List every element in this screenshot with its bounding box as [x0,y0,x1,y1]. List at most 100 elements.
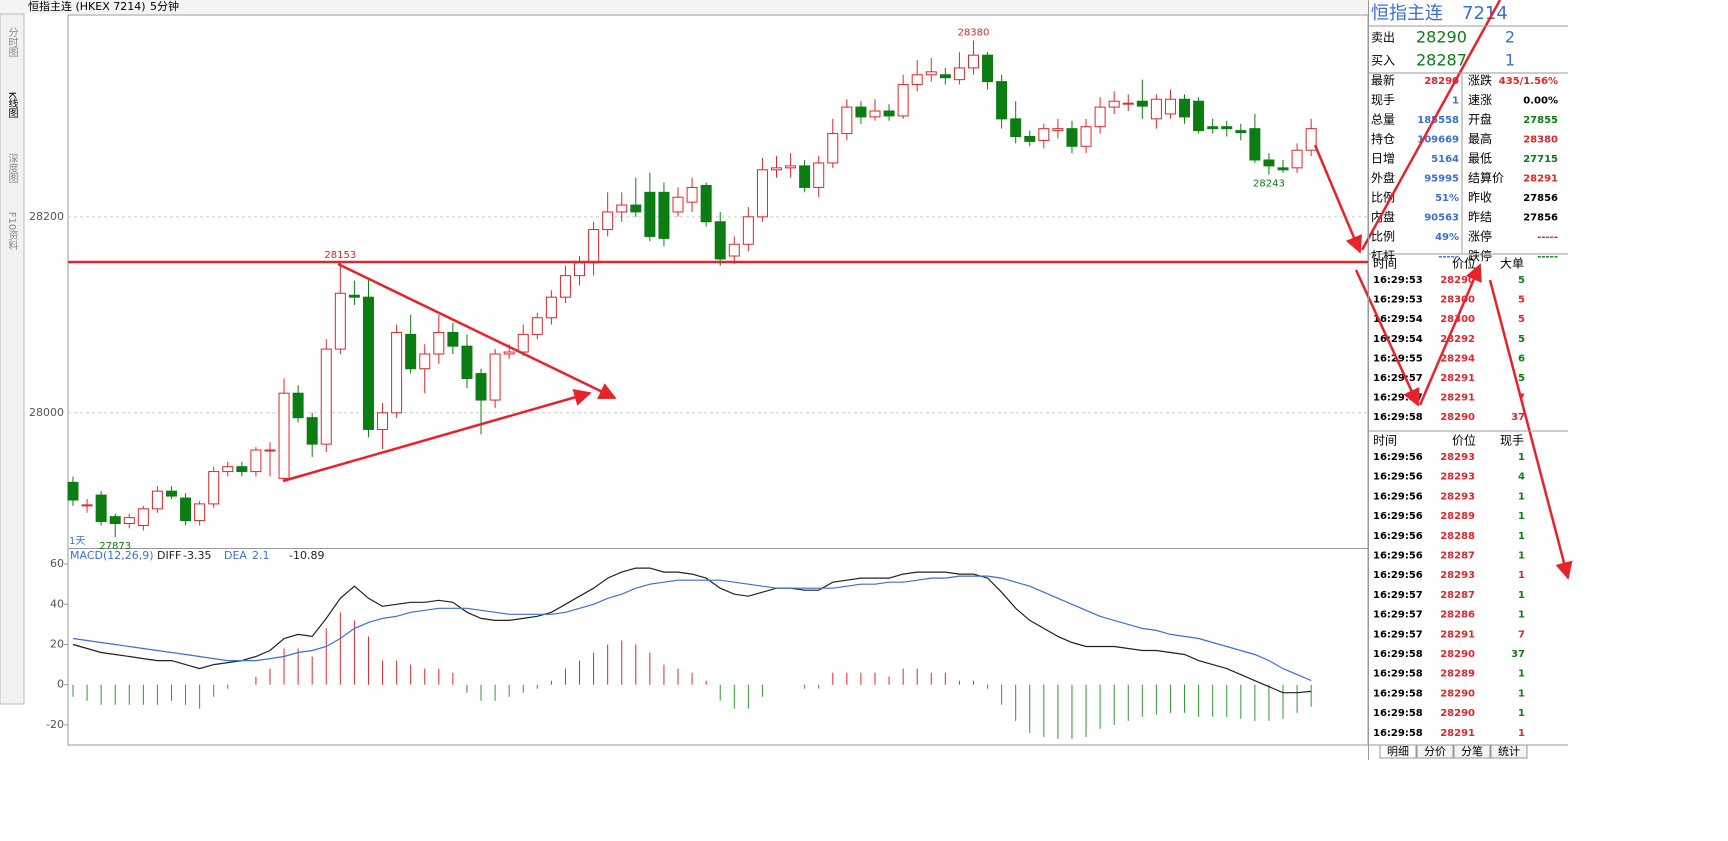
stat-label: 最低 [1468,152,1492,166]
stat-value: 27855 [1523,115,1558,126]
side-tab[interactable]: 深度图 [6,153,18,184]
trade-price: 28287 [1440,590,1475,601]
table-header: 时间 [1373,257,1397,271]
trade-price: 28293 [1440,452,1475,463]
trade-time: 16:29:58 [1373,669,1423,680]
dea-value: 2.1 [252,549,270,562]
ask-price: 28290 [1416,28,1467,47]
stat-value: 49% [1435,232,1459,243]
candle-body [362,296,374,430]
trade-size: 1 [1518,708,1525,719]
candle-body [1249,128,1261,161]
candle-body [939,74,951,79]
toolbar [0,0,1368,14]
stat-label: 速涨 [1468,92,1492,107]
y-tick-label: 20 [50,637,64,650]
candle-body [1052,128,1064,132]
candle-body [953,67,965,81]
candle-body [925,71,937,76]
low-label: 28243 [1253,179,1285,190]
candle-body [447,331,459,347]
trade-size: 37 [1511,412,1525,423]
trade-price: 28289 [1440,511,1475,522]
candle-body [771,167,782,171]
trade-time: 16:29:57 [1373,373,1423,384]
candle-body [588,229,600,264]
candle-body [405,333,417,370]
candle-body [320,348,332,445]
trade-size: 6 [1518,353,1525,364]
stat-value: 90563 [1424,213,1459,224]
trade-size: 5 [1518,314,1525,325]
candle-body [334,292,346,350]
trade-time: 16:29:58 [1373,708,1423,719]
trade-size: 5 [1518,334,1525,345]
stat-value: 28380 [1523,135,1558,146]
side-tab[interactable]: K线图 [6,92,18,119]
candle-body [1122,102,1134,105]
candle-body [475,373,487,401]
stat-value: 1 [1452,96,1459,107]
trade-size: 1 [1518,452,1525,463]
stat-value: 109669 [1417,135,1459,146]
trade-time: 16:29:57 [1373,393,1423,404]
bottom-tab-label[interactable]: 明细 [1387,745,1409,758]
table-header: 价位 [1452,256,1476,271]
trend-arrow [282,388,592,483]
bottom-tab-label[interactable]: 分价 [1424,745,1446,758]
trade-time: 16:29:57 [1373,590,1423,601]
stat-value: 27856 [1523,193,1558,204]
trade-time: 16:29:58 [1373,688,1423,699]
candle-body [630,204,642,213]
candle-body [264,449,276,452]
toolbar-title: 恒指主连 (HKEX 7214) [28,0,146,13]
stat-label: 开盘 [1468,112,1492,127]
candle-body [1164,98,1176,115]
candle-body [714,221,726,260]
trade-price: 28292 [1440,334,1475,345]
trade-price: 28286 [1440,610,1475,621]
trade-price: 28288 [1440,531,1475,542]
candle-body [911,74,923,86]
trade-time: 16:29:56 [1373,491,1423,502]
candle-body [489,353,501,401]
candle-body [95,494,107,523]
side-tab[interactable]: F10资料 [6,212,18,251]
candle-body [517,333,529,353]
candle-body [531,317,543,335]
candle-body [686,186,698,203]
candle-body [1263,159,1275,167]
candle-body [855,106,867,118]
trade-price: 28293 [1440,570,1475,581]
candle-body [574,262,586,277]
bottom-tab-label[interactable]: 分笔 [1461,744,1483,758]
ask-size: 2 [1505,28,1515,47]
candle-body [292,392,304,419]
period-selector[interactable]: 5分钟 [150,0,179,13]
bid-price: 28287 [1416,51,1467,70]
trade-size: 4 [1518,472,1525,483]
candle-body [1235,130,1247,134]
stat-label: 涨跌 [1468,73,1492,88]
period-label: 1天 [69,536,85,547]
candle-body [419,353,431,370]
candle-body [742,216,754,245]
trade-time: 16:29:57 [1373,610,1423,621]
ask-label: 卖出 [1371,31,1395,45]
trade-time: 16:29:54 [1373,334,1423,345]
stat-value: ----- [1537,252,1558,263]
candle-body [208,471,220,505]
candle-body [1291,149,1303,169]
candle-body [222,466,234,473]
trade-size: 1 [1518,511,1525,522]
candle-body [1066,128,1078,147]
trade-size: 1 [1518,551,1525,562]
stat-label: 结算价 [1468,170,1504,185]
bottom-tab-label[interactable]: 统计 [1498,745,1520,758]
candle-body [433,331,445,355]
candle-body [1024,135,1036,142]
side-tab[interactable]: 分时图 [6,27,18,58]
trade-price: 28291 [1440,393,1475,404]
diff-line [72,567,1312,694]
macd-title: MACD(12,26,9) [70,549,154,562]
